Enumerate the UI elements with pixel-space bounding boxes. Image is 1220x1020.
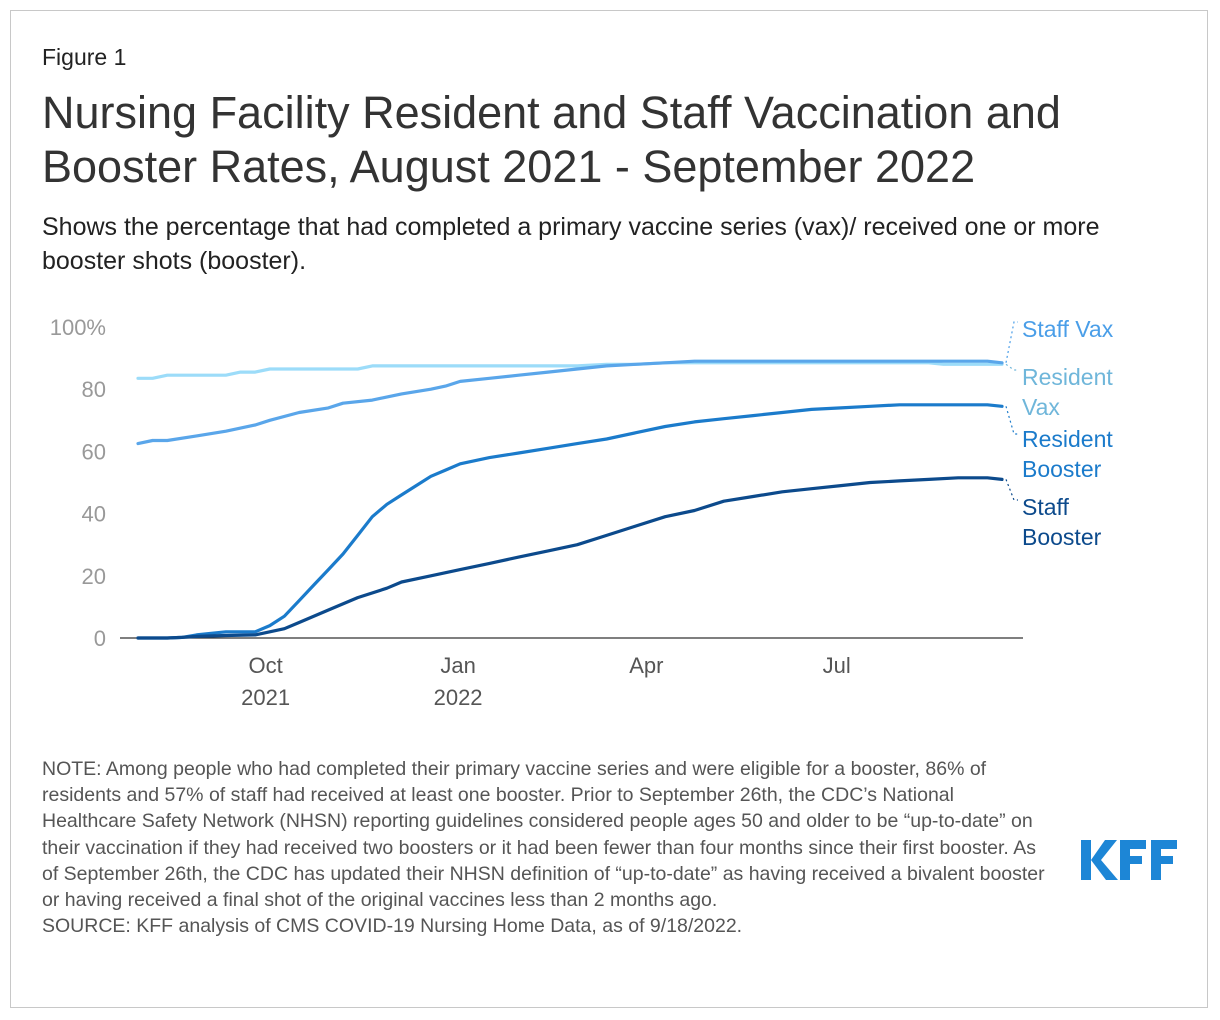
staff-booster-label: Booster [1022, 524, 1102, 550]
y-tick-label: 80 [82, 377, 106, 402]
series-lines [136, 359, 1004, 640]
series-labels: Resident Vax Staff Vax Resident Booster Staff… [1005, 316, 1114, 550]
x-tick-label: Oct [248, 653, 282, 678]
x-tick-label: Jan [440, 653, 475, 678]
notes-block: NOTE: Among people who had completed the… [42, 756, 1052, 939]
y-tick-label: 40 [82, 502, 106, 527]
x-axis: Oct 2021 Jan 2022 Apr Jul [241, 653, 851, 710]
staff-vax-line [136, 359, 1004, 446]
y-tick-label: 60 [82, 439, 106, 464]
y-tick-label: 0 [94, 626, 106, 651]
resident-vax-label: Resident [1022, 364, 1113, 390]
x-tick-label: 2022 [434, 685, 483, 710]
y-tick-label: 20 [82, 564, 106, 589]
source-text: SOURCE: KFF analysis of CMS COVID-19 Nur… [42, 915, 743, 938]
x-tick-label: 2021 [241, 685, 290, 710]
staff-booster-line [136, 476, 1004, 640]
resident-vax-leader [1005, 363, 1018, 371]
x-tick-label: Jul [823, 653, 851, 678]
note-text: NOTE: Among people who had completed the… [42, 758, 1045, 912]
resident-vax-label: Vax [1022, 394, 1060, 420]
kff-logo [1081, 840, 1177, 880]
resident-booster-label: Resident [1022, 426, 1113, 452]
staff-booster-leader [1005, 479, 1018, 501]
resident-booster-line [136, 403, 1004, 640]
figure-label: Figure 1 [42, 44, 127, 70]
staff-booster-label: Staff [1022, 494, 1069, 520]
staff-vax-leader [1005, 321, 1018, 363]
y-axis: 0 20 40 60 80 100% [50, 315, 106, 651]
line-chart: 0 20 40 60 80 100% Oct 2021 Jan 2022 Apr Jul Resid… [50, 315, 1114, 710]
chart-subtitle: Shows the percentage that had completed … [42, 213, 1100, 275]
resident-booster-label: Booster [1022, 456, 1102, 482]
staff-vax-label: Staff Vax [1022, 316, 1114, 342]
figure-frame [10, 10, 1208, 1008]
y-tick-label: 100% [50, 315, 106, 340]
chart-title: Nursing Facility Resident and Staff Vacc… [42, 87, 1061, 192]
x-tick-label: Apr [629, 653, 663, 678]
resident-booster-leader [1005, 406, 1018, 435]
